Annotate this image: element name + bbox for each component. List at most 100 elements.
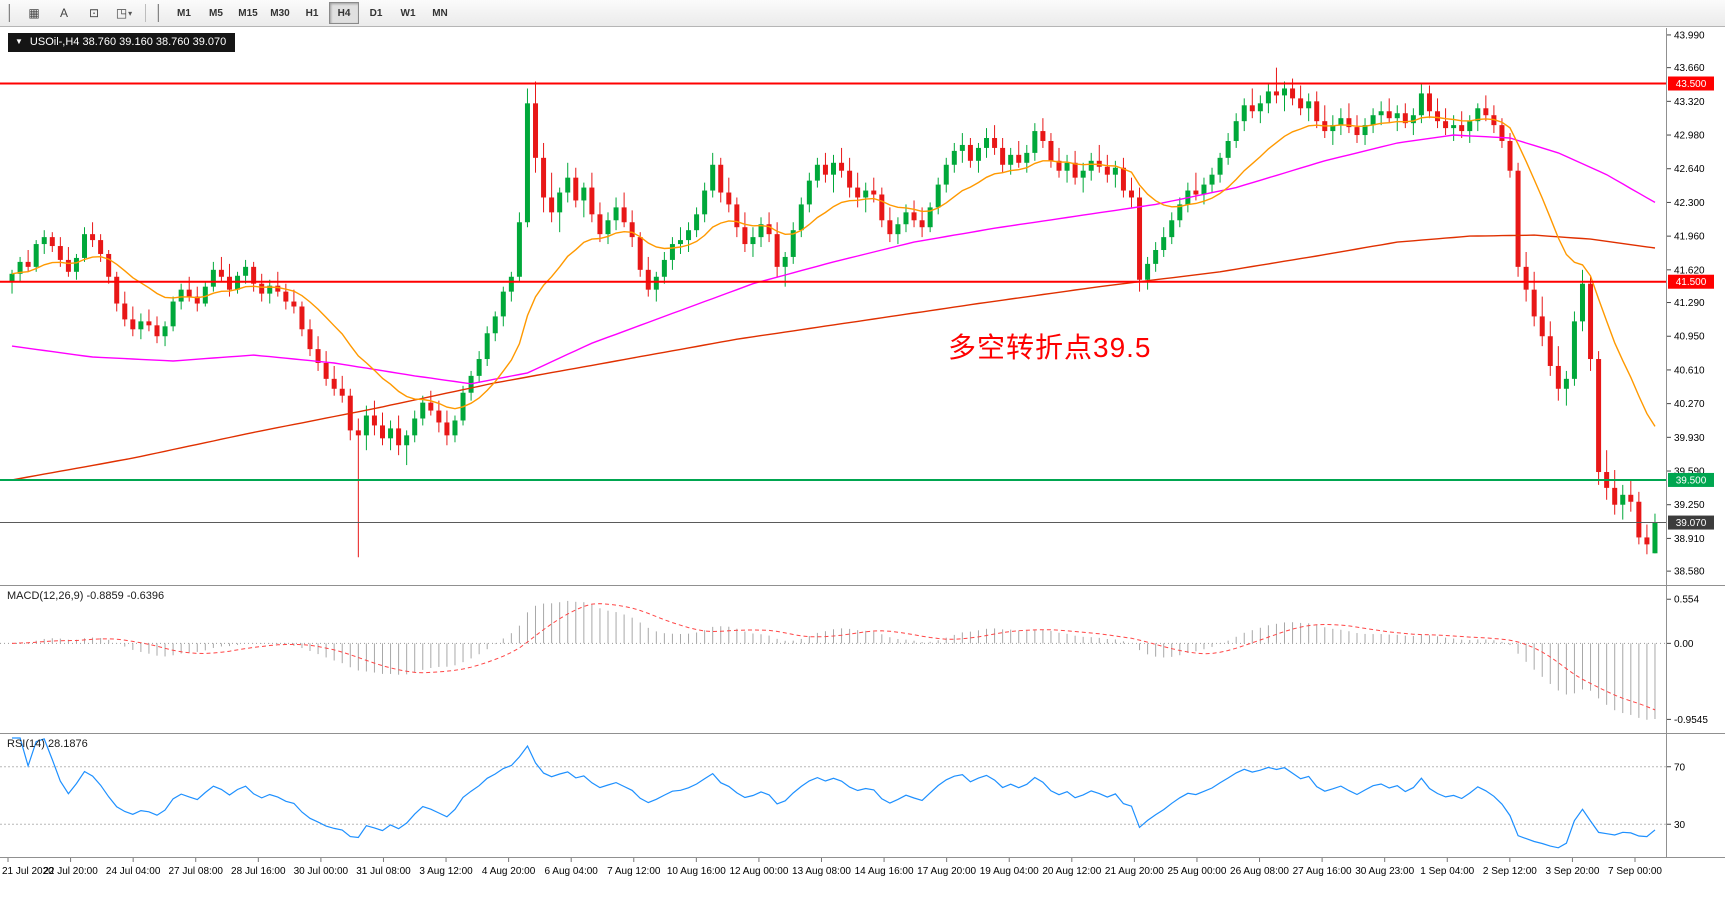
candle-body <box>452 420 458 436</box>
candle-body <box>1523 266 1529 290</box>
candle-body <box>1161 237 1167 251</box>
candle-body <box>355 430 361 436</box>
candle-body <box>541 157 547 198</box>
timeframe-w1-button[interactable]: W1 <box>400 7 416 19</box>
candle-body <box>1596 359 1602 473</box>
timeframe-m1-button[interactable]: M1 <box>177 7 191 19</box>
price-axis-tick: 41.620 <box>1674 265 1705 276</box>
price-tag-label: 39.500 <box>1676 475 1707 486</box>
time-axis-label: 7 Sep 00:00 <box>1608 866 1662 877</box>
candle-body <box>508 276 514 292</box>
candles-layer <box>9 67 1658 558</box>
candle-body <box>138 321 144 330</box>
candle-body <box>1499 125 1505 141</box>
candle-body <box>251 266 257 284</box>
charts-grid-icon[interactable]: ▦ <box>20 2 48 24</box>
timeframe-h4-button[interactable]: H4 <box>329 2 359 24</box>
main-price-pane <box>0 67 1667 558</box>
rsi-indicator-label: RSI(14) 28.1876 <box>7 738 88 750</box>
candle-body <box>1048 140 1054 161</box>
timeframe-mn-button[interactable]: MN <box>432 7 448 19</box>
price-axis-tick: 40.950 <box>1674 332 1705 343</box>
price-axis-tick: 41.960 <box>1674 232 1705 243</box>
candle-body <box>444 422 450 436</box>
candle-body <box>1056 160 1062 171</box>
candle-body <box>1217 157 1223 175</box>
charts-grid-glyph: ▦ <box>28 6 40 20</box>
chart-title: USOil-,H4 38.760 39.160 38.760 39.070 <box>29 36 227 48</box>
shapes-dropdown-icon[interactable]: ◳ ▾ <box>110 2 138 24</box>
toolbar-grip[interactable] <box>8 4 14 22</box>
candle-body <box>855 187 861 198</box>
price-axis-tick: 40.270 <box>1674 399 1705 410</box>
time-axis-label: 17 Aug 20:00 <box>917 866 976 877</box>
level-lines-layer <box>0 82 1667 524</box>
collapse-triangle-icon[interactable]: ▼ <box>15 37 23 46</box>
candle-body <box>323 362 329 379</box>
timeframe-m5-button[interactable]: M5 <box>209 7 223 19</box>
time-axis-label: 4 Aug 20:00 <box>482 866 536 877</box>
candle-body <box>565 177 571 193</box>
time-axis-label: 2 Sep 12:00 <box>1483 866 1537 877</box>
candle-body <box>146 321 152 326</box>
candle-body <box>202 286 208 304</box>
candle-body <box>106 253 112 277</box>
candle-body <box>1225 140 1231 158</box>
candle-body <box>1177 204 1183 221</box>
time-axis-label: 3 Aug 12:00 <box>419 866 473 877</box>
candle-body <box>750 237 756 245</box>
candle-body <box>1410 115 1416 124</box>
candle-body <box>710 164 716 191</box>
time-axis-label: 26 Aug 08:00 <box>1230 866 1289 877</box>
price-tag <box>1668 472 1714 487</box>
timeframe-h1-button[interactable]: H1 <box>305 7 319 19</box>
candle-body <box>49 237 55 247</box>
moving-averages-layer <box>11 116 1656 481</box>
candle-body <box>1370 115 1376 126</box>
timeframe-m30-button[interactable]: M30 <box>270 7 290 19</box>
text-annotation-icon[interactable]: A <box>50 2 78 24</box>
price-axis-tick: 42.980 <box>1674 131 1705 142</box>
candle-body <box>653 276 659 290</box>
candle-body <box>1435 111 1441 122</box>
candle-body <box>1579 283 1585 322</box>
candle-body <box>1386 111 1392 119</box>
candle-body <box>774 234 780 267</box>
candle-body <box>90 234 96 241</box>
price-axis: 43.990 43.660 43.320 42.980 42.640 42.300 41.9… <box>1667 30 1714 578</box>
price-axis-tick: 43.320 <box>1674 97 1705 108</box>
candle-body <box>1555 365 1561 389</box>
candle-body <box>927 207 933 228</box>
candle-body <box>170 301 176 327</box>
candle-body <box>1451 125 1457 129</box>
candle-body <box>379 425 385 439</box>
macd-signal-line <box>11 603 1656 711</box>
candle-body <box>1378 111 1384 116</box>
candle-body <box>790 230 796 257</box>
candle-body <box>363 415 369 436</box>
candle-body <box>243 266 249 276</box>
candle-body <box>1394 113 1400 119</box>
candle-body <box>1612 487 1618 505</box>
candle-body <box>903 212 909 225</box>
timeframe-d1-button[interactable]: D1 <box>369 7 383 19</box>
candle-body <box>597 214 603 235</box>
price-axis-tick: 39.930 <box>1674 433 1705 444</box>
candle-body <box>734 204 740 228</box>
candle-body <box>275 285 281 292</box>
candle-body <box>959 144 965 151</box>
time-axis-label: 20 Aug 12:00 <box>1042 866 1101 877</box>
candle-body <box>806 180 812 205</box>
time-axis-label: 12 Aug 00:00 <box>729 866 788 877</box>
time-axis-label: 28 Jul 16:00 <box>231 866 286 877</box>
toolbar-grip[interactable] <box>157 4 163 22</box>
timeframe-m15-button[interactable]: M15 <box>238 7 258 19</box>
object-box-icon[interactable]: ⊡ <box>80 2 108 24</box>
price-tag-label: 43.500 <box>1676 79 1707 90</box>
candle-body <box>194 296 200 304</box>
candle-body <box>82 234 88 258</box>
candle-body <box>1402 113 1408 124</box>
candle-body <box>847 170 853 188</box>
